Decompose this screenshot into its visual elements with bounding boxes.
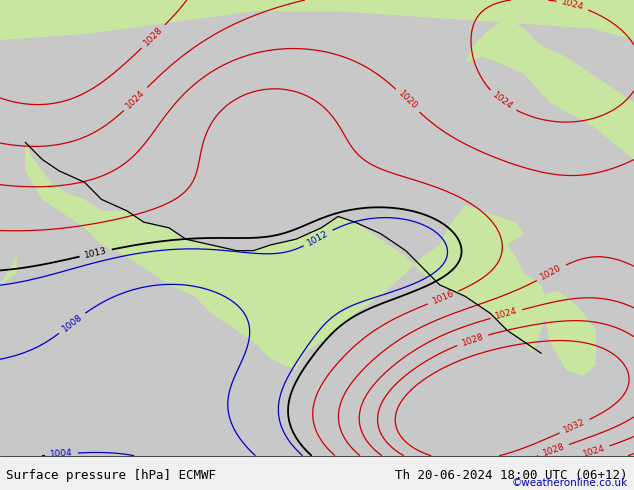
Text: 1024: 1024 [581, 443, 606, 459]
Text: 1016: 1016 [431, 289, 455, 306]
Text: 1024: 1024 [560, 0, 585, 12]
Polygon shape [0, 256, 17, 285]
Text: 1028: 1028 [541, 442, 566, 458]
Polygon shape [0, 0, 634, 40]
Polygon shape [465, 17, 634, 160]
Polygon shape [25, 143, 550, 370]
Text: Th 20-06-2024 18:00 UTC (06+12): Th 20-06-2024 18:00 UTC (06+12) [395, 469, 628, 482]
Text: 1012: 1012 [306, 228, 330, 247]
Text: 1004: 1004 [49, 449, 74, 459]
Text: Surface pressure [hPa] ECMWF: Surface pressure [hPa] ECMWF [6, 469, 216, 482]
Text: 1028: 1028 [142, 25, 165, 48]
Polygon shape [541, 291, 596, 376]
Text: 1032: 1032 [562, 417, 587, 435]
Text: 1024: 1024 [494, 307, 519, 321]
Text: 1008: 1008 [60, 313, 84, 334]
Text: ©weatheronline.co.uk: ©weatheronline.co.uk [512, 478, 628, 488]
Text: 1028: 1028 [460, 332, 485, 348]
Text: 1020: 1020 [539, 264, 564, 282]
Text: 1013: 1013 [84, 246, 108, 260]
Text: 1020: 1020 [396, 89, 419, 112]
Text: 1024: 1024 [491, 91, 514, 112]
Text: 1024: 1024 [124, 88, 147, 110]
